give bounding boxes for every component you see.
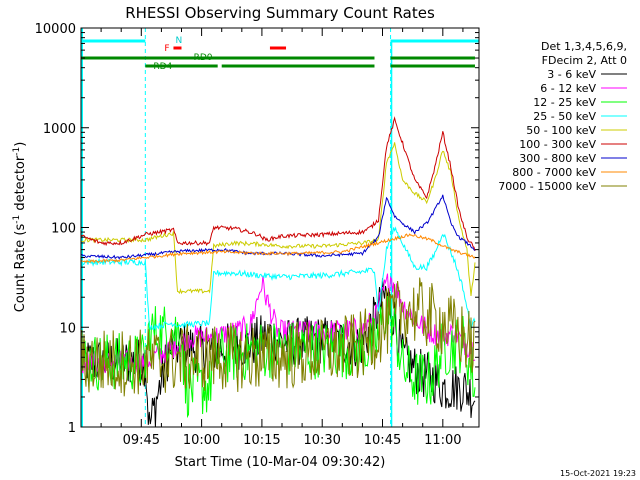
legend-entry-label: 100 - 300 keV <box>519 138 596 151</box>
y-tick-label: 100 <box>51 222 76 237</box>
series-line-0 <box>81 278 476 427</box>
series-line-3 <box>81 226 476 332</box>
night-flag-label: N <box>175 36 182 46</box>
series-line-5 <box>81 116 476 252</box>
series-line-4 <box>81 142 476 296</box>
series-line-7 <box>81 233 476 264</box>
x-tick-label: 09:45 <box>123 433 160 448</box>
legend-entry-label: 300 - 800 keV <box>519 152 596 165</box>
rd0-flag-label: RD0 <box>194 53 213 63</box>
x-tick-label: 10:15 <box>243 433 280 448</box>
x-axis-label: Start Time (10-Mar-04 09:30:42) <box>175 455 386 470</box>
legend-entry-label: 12 - 25 keV <box>533 96 596 109</box>
y-tick-label: 10 <box>59 321 76 336</box>
chart-title: RHESSI Observing Summary Count Rates <box>125 4 435 22</box>
flare-flag-label: F <box>164 44 169 54</box>
legend: Det 1,3,4,5,6,9,FDecim 2, Att 03 - 6 keV… <box>498 40 627 193</box>
legend-entry-label: 25 - 50 keV <box>533 110 596 123</box>
y-axis-label: Count Rate (s-1 detector-1) <box>12 142 28 313</box>
y-tick-label: 1000 <box>43 122 76 137</box>
legend-entry-label: 7000 - 15000 keV <box>498 180 596 193</box>
generation-timestamp: 15-Oct-2021 19:23 <box>560 469 636 478</box>
legend-header-line: Det 1,3,4,5,6,9, <box>541 40 627 53</box>
series-line-6 <box>81 194 476 260</box>
legend-header-line: FDecim 2, Att 0 <box>542 54 627 67</box>
legend-entry-label: 800 - 7000 keV <box>512 166 596 179</box>
x-tick-label: 10:30 <box>303 433 340 448</box>
legend-entry-label: 3 - 6 keV <box>547 68 596 81</box>
observing-flags: NF RD0 RD4 <box>81 28 479 427</box>
x-tick-label: 11:00 <box>424 433 461 448</box>
x-tick-label: 10:45 <box>364 433 401 448</box>
series-line-8 <box>81 277 476 397</box>
x-tick-label: 10:00 <box>183 433 220 448</box>
axes: 09:45 10:00 10:15 10:30 10:45 11:00 1 10 100 1000… <box>35 22 479 448</box>
legend-entry-label: 6 - 12 keV <box>540 82 596 95</box>
y-tick-label: 10000 <box>35 22 76 37</box>
legend-entry-label: 50 - 100 keV <box>526 124 596 137</box>
y-tick-label: 1 <box>68 421 76 436</box>
series-layer <box>81 116 476 427</box>
rd4-flag-label: RD4 <box>153 62 172 72</box>
